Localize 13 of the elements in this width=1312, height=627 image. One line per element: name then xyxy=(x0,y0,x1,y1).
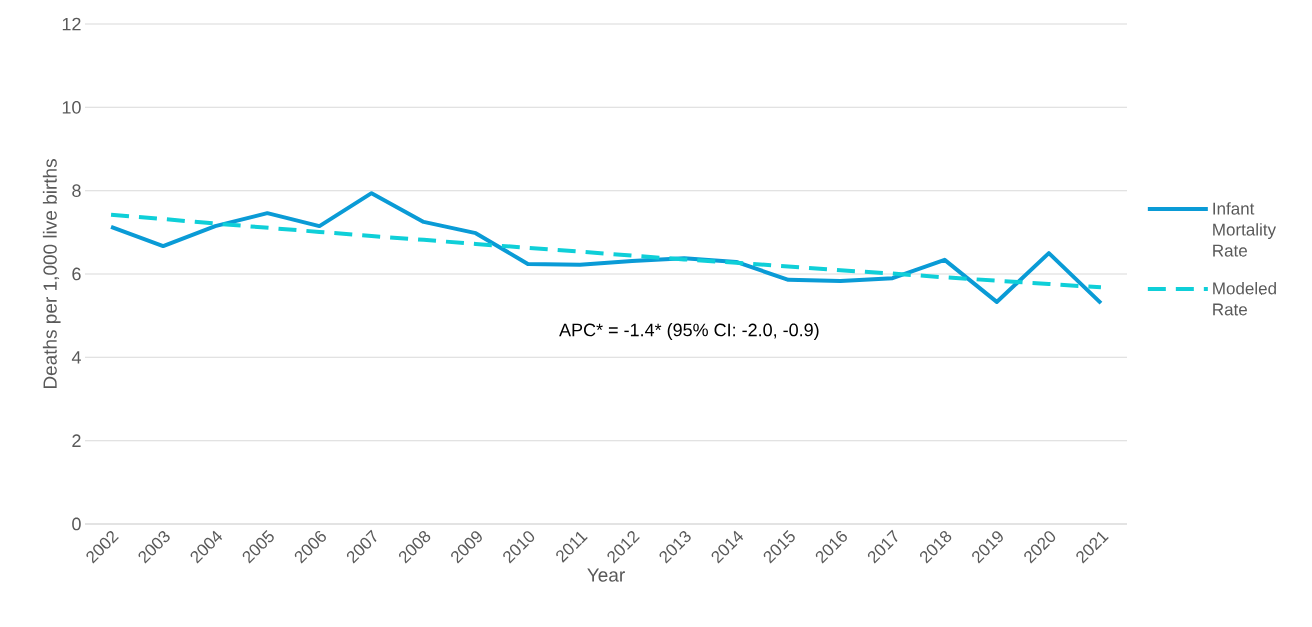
y-tick-label: 12 xyxy=(62,17,81,31)
line-series xyxy=(109,191,1103,306)
y-tick-label: 8 xyxy=(72,184,81,198)
x-axis-title: Year xyxy=(587,568,625,582)
legend-label: Infant Mortality Rate xyxy=(1213,202,1277,257)
annotation: APC* = -1.4* (95% CI: -2.0, -0.9) xyxy=(559,323,819,340)
y-tick-label: 10 xyxy=(62,100,81,114)
y-axis-title: Deaths per 1,000 live births xyxy=(42,159,61,389)
y-tick-label: 4 xyxy=(71,351,81,364)
y-tick-label: 2 xyxy=(72,434,81,447)
legend-label: Modeled Rate xyxy=(1213,282,1276,316)
y-tick-label: 6 xyxy=(72,267,81,281)
y-tick-label: 0 xyxy=(72,517,81,531)
